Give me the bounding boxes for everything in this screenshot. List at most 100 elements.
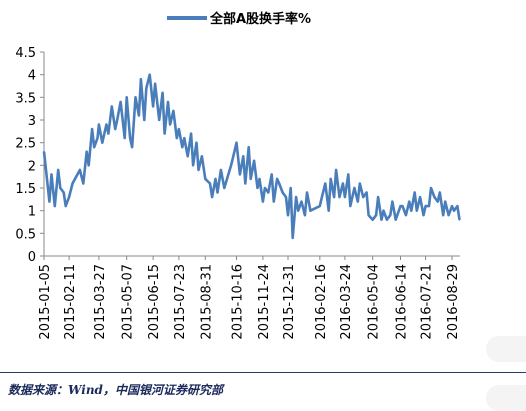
data-point — [238, 173, 241, 176]
data-point — [204, 178, 207, 180]
data-point — [320, 196, 323, 198]
data-point — [428, 205, 430, 208]
data-point — [64, 205, 67, 208]
data-point — [276, 178, 279, 180]
data-point — [87, 164, 90, 167]
data-point — [82, 182, 85, 185]
data-point — [143, 119, 146, 121]
x-tick-label: 2015-08-31 — [199, 264, 214, 340]
data-point — [195, 141, 198, 144]
data-point — [258, 178, 261, 180]
data-point — [442, 214, 445, 217]
data-point — [123, 137, 126, 140]
data-point — [253, 159, 255, 162]
x-axis: 2015-01-05 2015-02-11 2015-03-27 2015-05-07… — [38, 255, 461, 340]
y-tick-label: 1.5 — [15, 182, 36, 197]
data-point — [371, 218, 374, 221]
data-point — [270, 173, 273, 176]
y-tick-label: 3.5 — [15, 91, 36, 106]
data-point — [125, 96, 128, 99]
data-point — [161, 91, 164, 94]
data-point — [419, 196, 422, 198]
data-point — [341, 182, 344, 185]
data-point — [291, 236, 294, 239]
data-point — [247, 146, 250, 149]
data-point — [45, 168, 47, 171]
data-point — [71, 182, 74, 185]
data-point — [278, 182, 281, 185]
data-point — [422, 214, 425, 217]
data-point — [219, 168, 222, 171]
data-point — [48, 200, 51, 203]
y-tick-label: 0.5 — [15, 227, 36, 242]
data-point — [129, 137, 131, 140]
data-point — [375, 214, 377, 217]
data-point — [192, 164, 195, 167]
data-point — [297, 209, 300, 212]
x-tick-label: 2015-03-27 — [93, 264, 108, 340]
data-point — [186, 155, 189, 158]
data-point — [53, 205, 56, 208]
data-point — [362, 196, 365, 198]
y-tick-label: 1 — [28, 205, 36, 220]
data-point — [223, 187, 226, 189]
data-point — [62, 191, 65, 194]
source-note: 数据来源：Wind，中国银河证券研究部 — [8, 383, 223, 397]
series-line-turnover — [42, 73, 461, 240]
data-point — [267, 191, 270, 194]
data-point — [50, 173, 53, 176]
x-tick-label: 2015-12-31 — [282, 264, 297, 340]
x-tick-label: 2015-11-24 — [257, 264, 272, 340]
data-point — [365, 191, 368, 194]
data-point — [453, 209, 455, 212]
data-point — [408, 200, 411, 203]
x-tick-label: 2016-02-16 — [314, 264, 329, 340]
data-point — [324, 182, 327, 185]
data-point — [424, 205, 427, 208]
data-point — [131, 146, 134, 149]
data-point — [333, 196, 335, 198]
edge-decoration — [486, 385, 526, 411]
data-point — [458, 218, 461, 221]
y-tick-label: 4 — [28, 69, 36, 84]
data-point — [197, 168, 200, 171]
data-point — [230, 164, 232, 167]
data-point — [177, 128, 180, 130]
data-point — [300, 200, 303, 203]
data-point — [386, 218, 388, 221]
data-point — [167, 100, 169, 103]
footer-divider — [0, 372, 526, 373]
data-point — [415, 209, 418, 212]
data-point — [148, 73, 151, 76]
x-tick-label: 2015-01-05 — [38, 264, 53, 340]
data-point — [216, 191, 219, 194]
data-point — [214, 178, 217, 180]
data-point — [79, 168, 81, 171]
data-point — [413, 191, 416, 194]
data-point — [285, 196, 287, 198]
data-point — [183, 137, 186, 140]
data-point — [235, 141, 238, 144]
data-point — [304, 214, 306, 217]
data-point — [154, 82, 157, 85]
data-point — [433, 196, 436, 198]
data-point — [347, 173, 350, 176]
data-point — [353, 187, 356, 189]
data-point — [349, 205, 352, 208]
data-point — [233, 150, 236, 153]
data-point — [175, 137, 178, 140]
data-point — [201, 155, 203, 158]
data-point — [43, 150, 45, 153]
data-point — [430, 187, 432, 189]
data-point — [68, 196, 70, 198]
data-point — [101, 141, 104, 144]
x-tick-label: 2015-07-23 — [173, 264, 188, 340]
data-point — [391, 200, 394, 203]
data-point — [172, 110, 175, 112]
data-point — [309, 209, 312, 212]
data-point — [358, 182, 361, 185]
data-point — [152, 105, 155, 108]
data-point — [389, 214, 392, 217]
data-point — [394, 218, 397, 221]
